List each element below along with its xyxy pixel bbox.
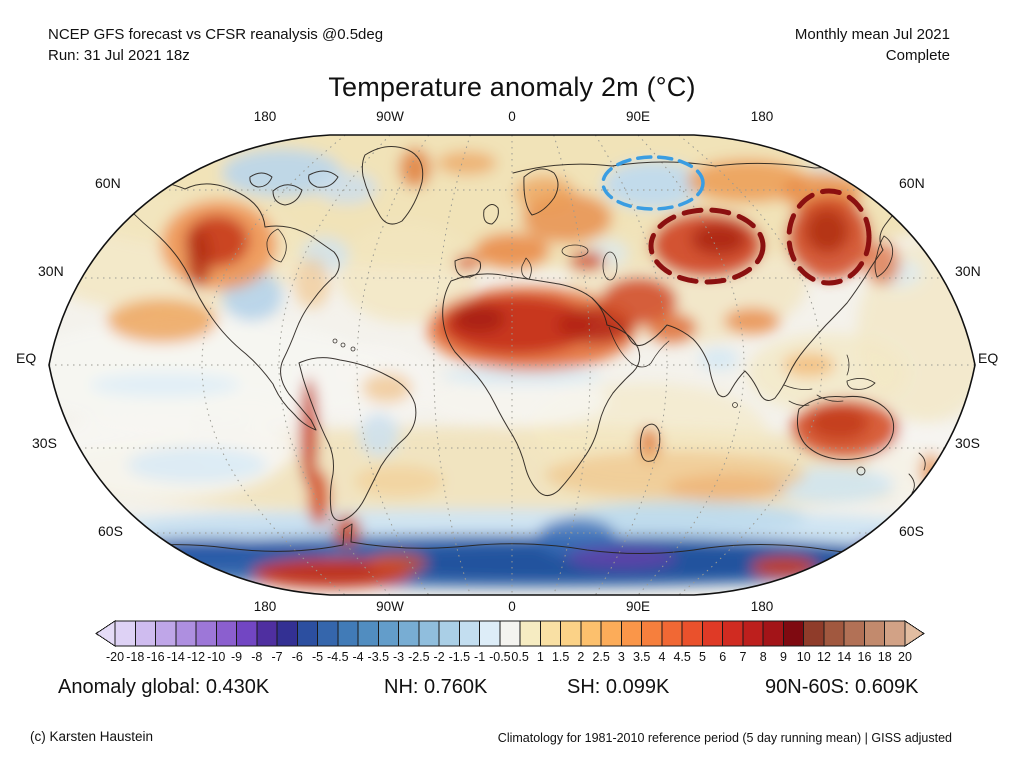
climatology-note: Climatology for 1981-2010 reference peri… — [497, 731, 952, 745]
colorbar-tick-label: -3 — [393, 650, 405, 664]
lat-label-left-eq: EQ — [16, 350, 37, 366]
lon-label-bottom-180w: 180 — [253, 599, 277, 614]
lat-label-left-30s: 30S — [32, 435, 57, 451]
stat-sh: SH: 0.099K — [567, 676, 670, 698]
colorbar-tick-label: -7 — [271, 650, 283, 664]
lon-label-top-0: 0 — [508, 109, 516, 124]
lat-label-left-60n: 60N — [95, 175, 121, 191]
colorbar-tick-label: -10 — [207, 650, 226, 664]
page-title: Temperature anomaly 2m (°C) — [328, 72, 696, 102]
colorbar-svg — [95, 620, 925, 647]
colorbar-tick-label: 7 — [739, 650, 747, 664]
coastlines — [106, 145, 930, 555]
lat-label-left-30n: 30N — [38, 263, 64, 279]
lat-label-right-30n: 30N — [955, 263, 981, 279]
colorbar-tick-label: -20 — [105, 650, 125, 664]
lon-label-bottom-90w: 90W — [376, 599, 404, 614]
lat-label-left-60s: 60S — [98, 523, 123, 539]
warm-anomaly-ellipse-northeast-asia — [786, 188, 872, 286]
lon-label-top-180e: 180 — [750, 109, 774, 124]
colorbar-tick-label: -18 — [126, 650, 145, 664]
colorbar-tick-label: 6 — [719, 650, 727, 664]
colorbar-tick-label: -14 — [166, 650, 185, 664]
colorbar-tick-label: -3.5 — [367, 650, 390, 664]
warm-anomaly-ellipse-central-asia — [648, 207, 766, 285]
stat-90n-60s: 90N-60S: 0.609K — [765, 676, 919, 698]
lon-label-top-90e: 90E — [625, 109, 651, 124]
colorbar-tick-label: -2 — [433, 650, 445, 664]
colorbar-tick-label: -2.5 — [408, 650, 430, 664]
colorbar-tick-label: -5 — [312, 650, 324, 664]
status-label: Complete — [885, 47, 950, 64]
colorbar-tick-label: -9 — [230, 650, 243, 664]
colorbar-tick-label: -4 — [352, 650, 364, 664]
stat-nh: NH: 0.760K — [384, 676, 488, 698]
colorbar-tick-label: 10 — [796, 650, 811, 664]
lat-label-right-60n: 60N — [899, 175, 925, 191]
colorbar-tick-label: 3 — [617, 650, 625, 664]
colorbar-tick-label: 5 — [698, 650, 706, 664]
map-area: 180 90W 0 90E 180 60N 30N EQ 30S 60S 60N… — [16, 105, 998, 620]
lat-label-right-eq: EQ — [978, 350, 999, 366]
colorbar-tick-label: -8 — [251, 650, 263, 664]
cold-anomaly-ellipse — [601, 155, 705, 211]
colorbar-tick-label: 16 — [857, 650, 872, 664]
model-run-time: Run: 31 Jul 2021 18z — [48, 47, 190, 64]
colorbar-tick-label: 20 — [898, 650, 912, 664]
colorbar-tick-label: 1 — [536, 650, 544, 664]
lon-label-bottom-90e: 90E — [625, 599, 651, 614]
colorbar-tick-label: -12 — [186, 650, 206, 664]
model-run-title: NCEP GFS forecast vs CFSR reanalysis @0.… — [48, 26, 384, 43]
anomaly-field — [49, 135, 975, 588]
colorbar-tick-label: -1 — [474, 650, 486, 664]
colorbar-tick-label: 1.5 — [551, 650, 570, 664]
colorbar-tick-label: 18 — [877, 650, 892, 664]
period-label: Monthly mean Jul 2021 — [794, 26, 950, 43]
lat-label-right-30s: 30S — [955, 435, 980, 451]
colorbar-tick-label: 3.5 — [632, 650, 651, 664]
graticule — [49, 135, 975, 595]
colorbar-tick-label: 2 — [577, 650, 585, 664]
colorbar-tick-label: -6 — [291, 650, 303, 664]
world-map — [48, 134, 976, 596]
colorbar-tick-label: 0.5 — [511, 650, 529, 664]
colorbar-tick-label: 8 — [759, 650, 767, 664]
header-right: Monthly mean Jul 2021 Complete — [795, 24, 950, 66]
map-outline — [48, 134, 976, 596]
colorbar-tick-label: 14 — [837, 650, 852, 664]
colorbar-tick-label: -0.5 — [489, 650, 511, 664]
stat-global: Anomaly global: 0.430K — [58, 676, 270, 698]
lon-label-bottom-0: 0 — [508, 599, 516, 614]
colorbar-tick-label: -16 — [146, 650, 165, 664]
header-left: NCEP GFS forecast vs CFSR reanalysis @0.… — [48, 24, 383, 66]
lon-label-top-90w: 90W — [376, 109, 404, 124]
colorbar-tick-label: -1.5 — [448, 650, 471, 664]
colorbar-tick-label: 12 — [817, 650, 831, 664]
copyright-text: (c) Karsten Haustein — [30, 729, 154, 744]
colorbar-tick-label: 4 — [658, 650, 666, 664]
colorbar-tick-label: 9 — [779, 650, 787, 664]
colorbar-tick-label: 2.5 — [592, 650, 610, 664]
lat-label-right-60s: 60S — [899, 523, 924, 539]
colorbar-tick-label: -4.5 — [327, 650, 349, 664]
lon-label-top-180w: 180 — [253, 109, 277, 124]
colorbar: -20 -18 -16 -14 -12 -10 -9 -8 -7 -6 -5 -4.5 -4 -3.5 -3… — [95, 620, 925, 668]
colorbar-tick-label: 4.5 — [673, 650, 691, 664]
lon-label-bottom-180e: 180 — [750, 599, 774, 614]
